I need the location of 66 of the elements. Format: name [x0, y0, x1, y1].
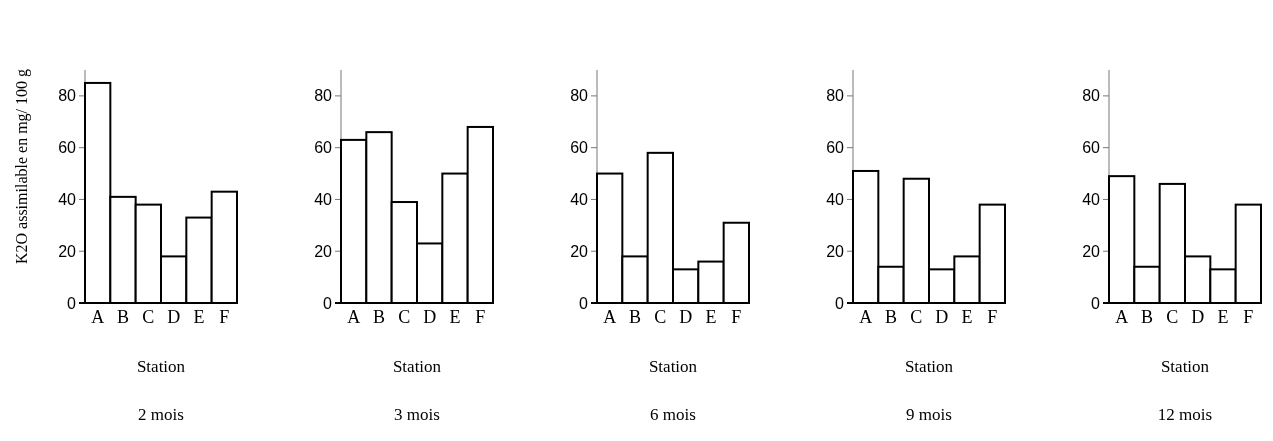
x-axis-title: Station	[648, 357, 698, 376]
y-tick-label: 40	[826, 191, 845, 209]
y-tick-label: 60	[314, 139, 333, 157]
x-tick-label: B	[1140, 307, 1154, 327]
y-tick-label: 80	[1082, 87, 1101, 105]
y-tick-label: 20	[826, 242, 845, 260]
x-tick-label: A	[91, 307, 105, 327]
x-tick-label: E	[1217, 307, 1229, 327]
x-axis-title: Station	[904, 357, 954, 376]
y-axis-title: K2O assimilable en mg/ 100 g	[13, 68, 31, 265]
x-tick-label: B	[884, 307, 898, 327]
x-tick-label: A	[859, 307, 873, 327]
x-tick-label: F	[731, 307, 742, 327]
x-tick-label: C	[142, 307, 155, 327]
x-axis-title: Station	[1160, 357, 1210, 376]
y-tick-label: 80	[570, 87, 589, 105]
x-axis-title: Station	[136, 357, 186, 376]
x-tick-label: D	[167, 307, 181, 327]
x-tick-label: B	[116, 307, 130, 327]
x-axis-title: Station	[392, 357, 442, 376]
y-tick-label: 20	[58, 242, 77, 260]
x-tick-label: F	[987, 307, 998, 327]
y-tick-label: 0	[67, 294, 77, 312]
y-tick-label: 40	[314, 191, 333, 209]
y-tick-label: 60	[826, 139, 845, 157]
x-tick-label: F	[219, 307, 230, 327]
y-tick-label: 60	[58, 139, 77, 157]
x-tick-label: E	[193, 307, 205, 327]
text: 2 mois	[138, 405, 184, 424]
text: 6 mois	[650, 405, 696, 424]
x-tick-label: E	[449, 307, 461, 327]
y-tick-label: 80	[314, 87, 333, 105]
x-tick-label: D	[423, 307, 437, 327]
y-tick-label: 60	[1082, 139, 1101, 157]
y-tick-label: 80	[58, 87, 77, 105]
y-tick-label: 0	[1091, 294, 1101, 312]
y-tick-label: 20	[570, 242, 589, 260]
text: 12 mois	[1157, 405, 1213, 424]
x-tick-label: C	[1166, 307, 1179, 327]
y-tick-label: 20	[1082, 242, 1101, 260]
x-tick-label: D	[1191, 307, 1205, 327]
x-tick-label: C	[398, 307, 411, 327]
x-tick-label: E	[705, 307, 717, 327]
x-tick-label: E	[961, 307, 973, 327]
x-tick-label: F	[1243, 307, 1254, 327]
y-tick-label: 0	[835, 294, 845, 312]
x-tick-label: D	[679, 307, 693, 327]
y-tick-label: 80	[826, 87, 845, 105]
x-tick-label: C	[910, 307, 923, 327]
y-tick-label: 60	[570, 139, 589, 157]
x-tick-label: B	[628, 307, 642, 327]
x-tick-label: B	[372, 307, 386, 327]
x-tick-label: A	[603, 307, 617, 327]
x-tick-label: A	[347, 307, 361, 327]
y-tick-label: 40	[570, 191, 589, 209]
y-tick-label: 40	[58, 191, 77, 209]
x-tick-label: A	[1115, 307, 1129, 327]
x-tick-label: C	[654, 307, 667, 327]
text: 3 mois	[394, 405, 440, 424]
text: 9 mois	[906, 405, 952, 424]
y-tick-label: 40	[1082, 191, 1101, 209]
y-tick-label: 20	[314, 242, 333, 260]
x-tick-label: F	[475, 307, 486, 327]
x-tick-label: D	[935, 307, 949, 327]
y-tick-label: 0	[323, 294, 333, 312]
y-tick-label: 0	[579, 294, 589, 312]
